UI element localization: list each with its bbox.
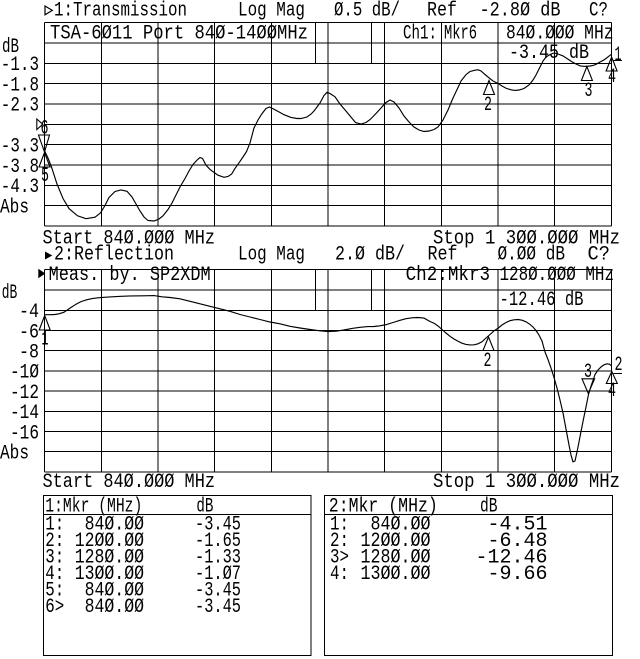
svg-text:128Ø.ØØ: 128Ø.ØØ bbox=[361, 547, 431, 570]
svg-text:-3.8: -3.8 bbox=[1, 156, 39, 179]
svg-text:4:: 4: bbox=[330, 563, 349, 586]
svg-text:84Ø.ØØ: 84Ø.ØØ bbox=[85, 580, 144, 603]
svg-text:-3.3: -3.3 bbox=[1, 135, 39, 158]
svg-text:3:: 3: bbox=[45, 547, 64, 570]
svg-text:Ref: Ref bbox=[428, 244, 458, 267]
svg-text:-14: -14 bbox=[10, 402, 39, 425]
svg-text:1:Mkr (MHz): 1:Mkr (MHz) bbox=[45, 496, 142, 519]
svg-text:4: 4 bbox=[608, 66, 616, 89]
svg-text:-3.45: -3.45 bbox=[195, 596, 241, 619]
svg-text:Ch2:Mkr3: Ch2:Mkr3 bbox=[406, 264, 491, 287]
svg-text:-1.65: -1.65 bbox=[195, 530, 241, 553]
svg-text:-6.48: -6.48 bbox=[488, 530, 548, 553]
svg-text:13ØØ.ØØ: 13ØØ.ØØ bbox=[75, 563, 144, 586]
svg-text:-1.33: -1.33 bbox=[195, 547, 241, 570]
svg-text:Log Mag: Log Mag bbox=[238, 244, 305, 267]
svg-text:2: 2 bbox=[484, 350, 492, 373]
svg-text:-4.3: -4.3 bbox=[1, 176, 39, 199]
svg-text:6: 6 bbox=[41, 118, 49, 141]
svg-text:Stop 1 3ØØ.ØØØ MHz: Stop 1 3ØØ.ØØØ MHz bbox=[433, 471, 620, 494]
svg-text:-9.66: -9.66 bbox=[488, 563, 548, 586]
svg-text:-1.Ø7: -1.Ø7 bbox=[195, 563, 241, 586]
svg-text:3: 3 bbox=[585, 80, 593, 103]
svg-text:-1.3: -1.3 bbox=[1, 54, 39, 77]
svg-text:Start 84Ø.ØØØ MHz: Start 84Ø.ØØØ MHz bbox=[43, 471, 216, 494]
svg-text:4: 4 bbox=[608, 380, 616, 403]
svg-text:6>: 6> bbox=[45, 596, 64, 619]
svg-text:dB: dB bbox=[196, 496, 213, 519]
svg-text:Stop 1 3ØØ.ØØØ MHz: Stop 1 3ØØ.ØØØ MHz bbox=[433, 227, 620, 250]
svg-text:Abs: Abs bbox=[0, 196, 29, 219]
svg-text:3>: 3> bbox=[330, 547, 349, 570]
svg-text:C?: C? bbox=[588, 244, 611, 267]
svg-text:Ø.ØØ dB: Ø.ØØ dB bbox=[498, 244, 566, 267]
svg-text:5: 5 bbox=[41, 165, 49, 188]
svg-text:4:: 4: bbox=[45, 563, 64, 586]
svg-text:-6: -6 bbox=[19, 321, 39, 344]
svg-text:-3.45: -3.45 bbox=[195, 580, 241, 603]
svg-text:2.Ø dB/: 2.Ø dB/ bbox=[335, 244, 405, 267]
svg-text:84Ø.ØØ: 84Ø.ØØ bbox=[85, 514, 144, 537]
svg-text:5:: 5: bbox=[45, 580, 64, 603]
svg-text:-2.8Ø dB: -2.8Ø dB bbox=[480, 0, 561, 22]
svg-text:-8: -8 bbox=[19, 342, 39, 365]
svg-text:-1Ø: -1Ø bbox=[10, 362, 39, 385]
svg-text:2:Reflection: 2:Reflection bbox=[54, 244, 174, 267]
svg-text:84Ø.ØØ: 84Ø.ØØ bbox=[85, 596, 144, 619]
svg-text:-12.46 dB: -12.46 dB bbox=[500, 289, 584, 312]
svg-text:1:: 1: bbox=[45, 514, 64, 537]
svg-text:-3.45 dB: -3.45 dB bbox=[509, 42, 589, 65]
svg-text:12ØØ.ØØ: 12ØØ.ØØ bbox=[361, 530, 431, 553]
svg-text:-2.3: -2.3 bbox=[1, 95, 39, 118]
svg-text:12ØØ.ØØ: 12ØØ.ØØ bbox=[75, 530, 144, 553]
svg-text:Mkr6: Mkr6 bbox=[444, 22, 477, 45]
svg-text:84Ø.ØØØ MHz: 84Ø.ØØØ MHz bbox=[506, 22, 614, 45]
svg-text:128Ø.ØØ: 128Ø.ØØ bbox=[75, 547, 144, 570]
svg-text:1: 1 bbox=[42, 329, 49, 352]
svg-text:Start 84Ø.ØØØ MHz: Start 84Ø.ØØØ MHz bbox=[43, 227, 216, 250]
svg-text:dB: dB bbox=[2, 36, 19, 59]
svg-text:3: 3 bbox=[584, 361, 592, 384]
svg-text:Meas. by. SP2XDM: Meas. by. SP2XDM bbox=[49, 264, 211, 287]
svg-text:TSA-6Ø11 Port 84Ø-14ØØMHz: TSA-6Ø11 Port 84Ø-14ØØMHz bbox=[50, 22, 308, 45]
svg-text:C?: C? bbox=[589, 0, 608, 22]
svg-text:Ch1:: Ch1: bbox=[403, 22, 437, 45]
svg-text:1:: 1: bbox=[330, 514, 349, 537]
svg-text:Ref: Ref bbox=[427, 0, 457, 22]
svg-text:-4: -4 bbox=[19, 301, 39, 324]
svg-text:2: 2 bbox=[484, 94, 492, 117]
svg-text:-16: -16 bbox=[10, 422, 39, 445]
svg-text:-4.51: -4.51 bbox=[488, 514, 548, 537]
svg-text:2: 2 bbox=[615, 354, 623, 377]
svg-text:2:: 2: bbox=[45, 530, 64, 553]
svg-text:128Ø.ØØØ MHz: 128Ø.ØØØ MHz bbox=[500, 264, 615, 287]
svg-text:84Ø.ØØ: 84Ø.ØØ bbox=[371, 514, 431, 537]
svg-text:1: 1 bbox=[615, 44, 622, 67]
svg-text:1:Transmission: 1:Transmission bbox=[54, 0, 187, 22]
svg-text:dB: dB bbox=[480, 496, 498, 519]
svg-text:dB: dB bbox=[2, 282, 18, 305]
svg-text:-3.45: -3.45 bbox=[195, 514, 241, 537]
svg-text:Abs: Abs bbox=[0, 443, 29, 466]
svg-text:Ø.5 dB/: Ø.5 dB/ bbox=[334, 0, 400, 22]
svg-text:-1.8: -1.8 bbox=[1, 74, 39, 97]
svg-text:2:: 2: bbox=[330, 530, 349, 553]
svg-text:-12.46: -12.46 bbox=[476, 547, 548, 570]
svg-text:2:Mkr (MHz): 2:Mkr (MHz) bbox=[329, 496, 438, 519]
svg-text:Log Mag: Log Mag bbox=[238, 0, 305, 22]
svg-text:-12: -12 bbox=[10, 382, 39, 405]
svg-text:13ØØ.ØØ: 13ØØ.ØØ bbox=[361, 563, 431, 586]
